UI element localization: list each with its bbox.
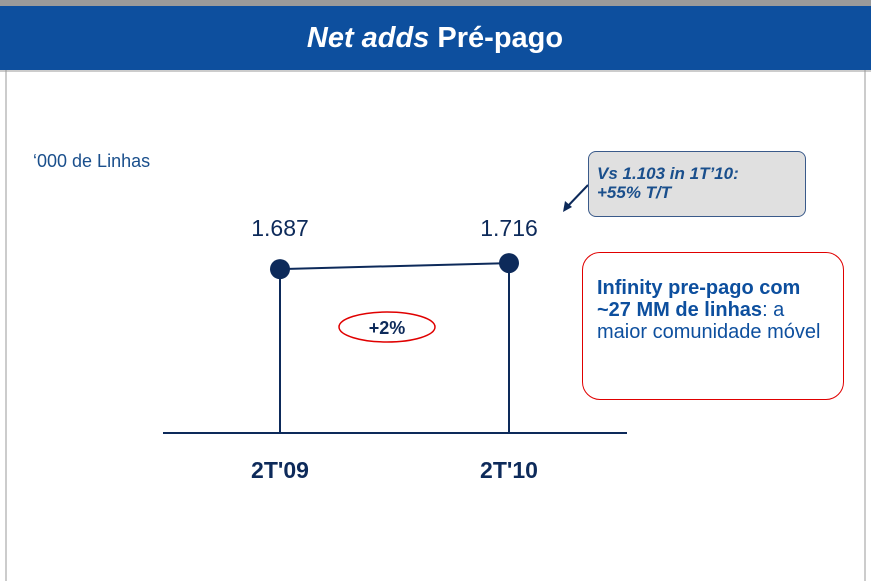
title-italic: Net adds: [307, 22, 429, 54]
point: [270, 259, 290, 280]
x-tick-label: 2T'09: [251, 457, 309, 483]
growth-ring: [338, 311, 436, 343]
y-label: ‘000 de Linhas: [33, 151, 150, 171]
note-line: +55% T/T: [597, 183, 672, 202]
banner: [0, 6, 871, 70]
title: Net adds Pré-pago: [307, 22, 563, 54]
arrow-head: [563, 201, 572, 212]
arrow: [565, 184, 589, 209]
note-line: Vs 1.103 in 1T’10:: [597, 164, 739, 183]
value-label: 1.687: [251, 215, 309, 241]
callout-text: : a maior comunidade móvel: [597, 299, 821, 343]
top-bar: [0, 0, 871, 6]
callout-box: Infinity pre-pago com ~27 MM de linhas: …: [582, 252, 844, 400]
callout-bold: Infinity pre-pago com ~27 MM de linhas: [597, 277, 801, 321]
title-main: Pré-pago: [437, 22, 563, 54]
point: [499, 253, 519, 274]
value-label: 1.716: [480, 215, 538, 241]
line: [279, 262, 510, 271]
growth-label: +2%: [369, 318, 406, 338]
x-tick-label: 2T'10: [480, 457, 538, 483]
note-box: Vs 1.103 in 1T’10: +55% T/T: [588, 151, 806, 217]
